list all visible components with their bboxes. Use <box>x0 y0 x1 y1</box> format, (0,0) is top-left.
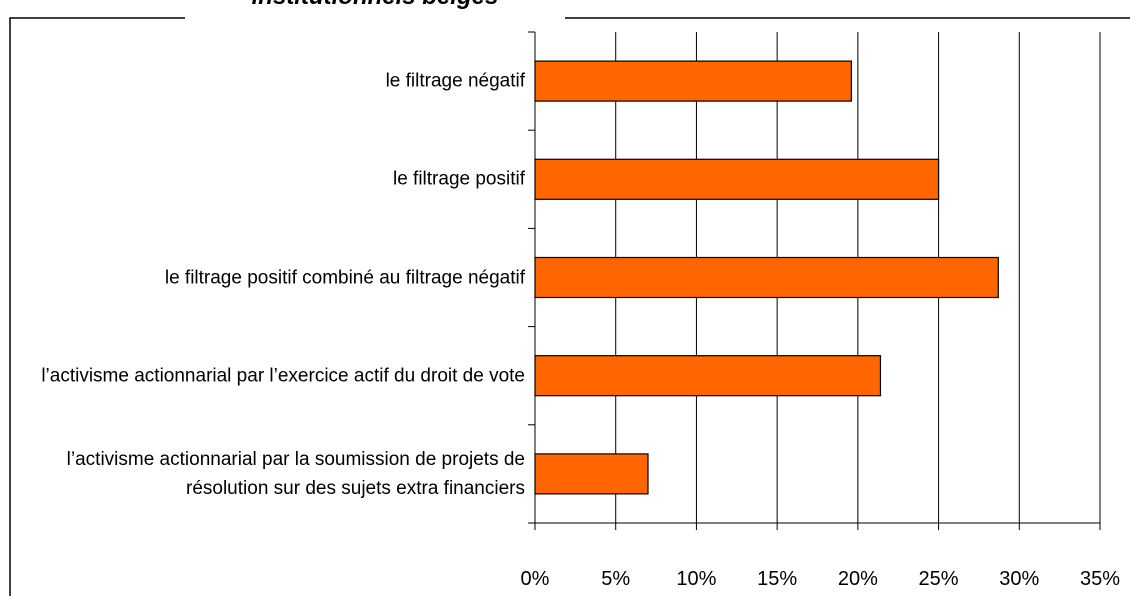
x-tick-label: 5% <box>601 568 630 590</box>
x-tick-label: 15% <box>757 568 797 590</box>
chart-title: institutionnels belges <box>252 0 499 10</box>
x-tick-label: 10% <box>676 568 716 590</box>
bar <box>534 453 649 495</box>
x-tick-label: 0% <box>521 568 550 590</box>
y-tick-label: l’activisme actionnarial par l’exercice … <box>41 365 525 387</box>
bar <box>534 256 999 299</box>
y-tick-label: l’activisme actionnarial par la soumissi… <box>66 448 525 499</box>
y-tick-label: le filtrage positif <box>392 168 525 190</box>
chart-frame <box>9 17 1130 596</box>
bar <box>534 60 852 102</box>
title-bg <box>185 0 565 20</box>
x-tick-label: 30% <box>999 568 1039 590</box>
x-tick-label: 20% <box>838 568 878 590</box>
y-tick-label: le filtrage négatif <box>385 70 525 92</box>
bar <box>534 355 882 397</box>
y-tick-label: le filtrage positif combiné au filtrage … <box>164 267 525 288</box>
x-tick-label: 25% <box>919 568 959 590</box>
x-tick-label: 35% <box>1080 568 1120 590</box>
bar <box>534 158 940 200</box>
